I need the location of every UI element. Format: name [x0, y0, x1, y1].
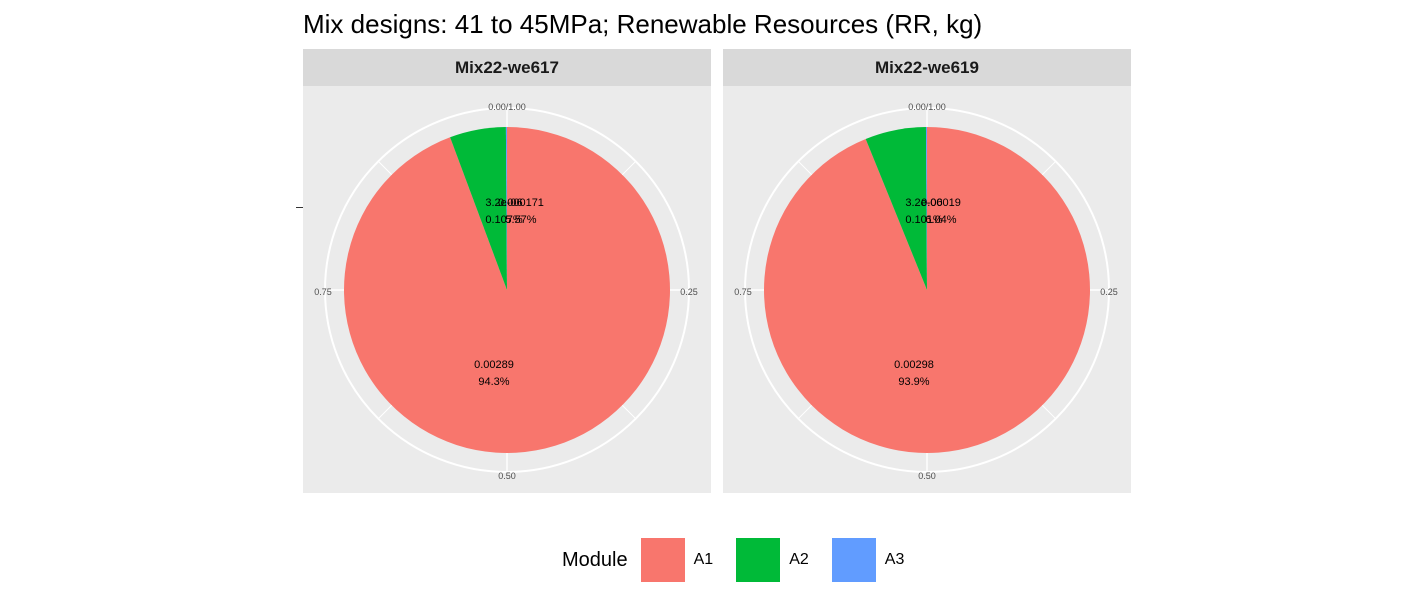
pie-slice-a2	[865, 127, 927, 290]
axis-tick-mark	[296, 207, 303, 208]
data-label-value: 0.00019	[921, 197, 961, 209]
angle-tick-label: 0.75	[734, 287, 752, 297]
legend-key-a1	[640, 538, 685, 582]
legend-key-a3	[831, 538, 876, 582]
angle-tick-label: 0.50	[498, 471, 516, 481]
data-label-percent: 6.04%	[925, 214, 956, 226]
legend-label-a2: A2	[789, 551, 809, 568]
data-label-percent: 0.101%	[905, 214, 943, 226]
angle-tick-label: 0.75	[314, 287, 332, 297]
legend-label-a3: A3	[884, 551, 905, 568]
pie-slice-a2	[450, 127, 507, 290]
angle-tick-label: 0.25	[1100, 287, 1118, 297]
data-label-percent: 94.3%	[478, 376, 509, 388]
pie-slice-a1	[343, 127, 670, 453]
data-label-percent: 93.9%	[898, 376, 929, 388]
facet-strip-label: Mix22-we617	[455, 58, 559, 77]
circular-gridline	[744, 107, 1110, 473]
facet-strip-label: Mix22-we619	[875, 58, 979, 77]
facet-strip	[303, 49, 711, 86]
facet-strip	[723, 49, 1131, 86]
data-label-value: 0.000171	[498, 197, 544, 209]
data-label-value: 3.2e-06	[905, 197, 942, 209]
data-label-value: 3.2e-06	[485, 197, 522, 209]
legend-title: Module	[562, 548, 628, 571]
circular-gridline	[324, 107, 690, 473]
legend: Module A1 A2 A3	[562, 538, 927, 582]
legend-label-a1: A1	[693, 551, 714, 568]
facet-2: Mix22-we619 0.00/1.00 0.25 0.50 0.75 0.00298 9…	[723, 49, 1131, 493]
pie-slice-a3	[505, 127, 507, 290]
data-label-value: 0.00289	[474, 359, 514, 371]
pie-slice-a3	[925, 127, 927, 290]
angle-tick-label: 0.50	[918, 471, 936, 481]
data-label-percent: 5.57%	[505, 214, 536, 226]
facet-1: Mix22-we617 0.00/1.00 0.25 0.50 0.75 0.00289 9…	[303, 49, 711, 493]
chart-title: Mix designs: 41 to 45MPa; Renewable Reso…	[303, 9, 983, 39]
angle-tick-label: 0.25	[680, 287, 698, 297]
data-label-value: 0.00298	[894, 359, 934, 371]
data-label-percent: 0.107%	[485, 214, 523, 226]
angle-tick-label: 0.00/1.00	[908, 102, 946, 112]
angle-tick-label: 0.00/1.00	[488, 102, 526, 112]
legend-key-a2	[736, 538, 781, 582]
